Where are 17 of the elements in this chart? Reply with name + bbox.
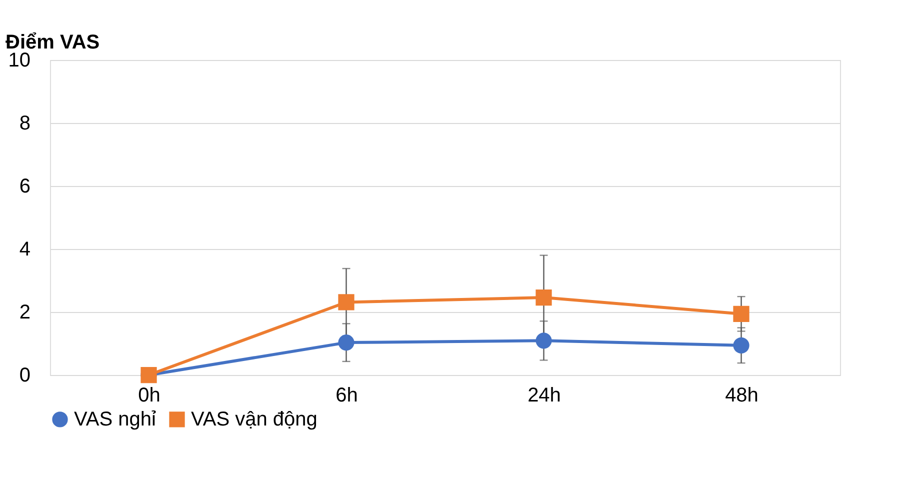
point (536, 332, 552, 349)
point (733, 337, 750, 354)
y-tick-label: 2 (19, 302, 30, 324)
x-tick-label: 24h (528, 384, 561, 406)
x-tick-label: 6h (336, 384, 358, 406)
x-tick-label: 48h (725, 384, 758, 406)
legend-label: VAS vận động (191, 408, 318, 430)
x-tick-label: 0h (138, 384, 160, 406)
point (338, 334, 354, 351)
legend-label: VAS nghỉ (74, 408, 156, 430)
y-tick-label: 0 (19, 364, 30, 386)
y-tick-label: 6 (19, 176, 30, 198)
point (536, 289, 552, 306)
point (338, 294, 354, 310)
y-tick-label: 8 (19, 112, 30, 134)
y-tick-label: 4 (19, 238, 30, 260)
point (733, 306, 750, 322)
